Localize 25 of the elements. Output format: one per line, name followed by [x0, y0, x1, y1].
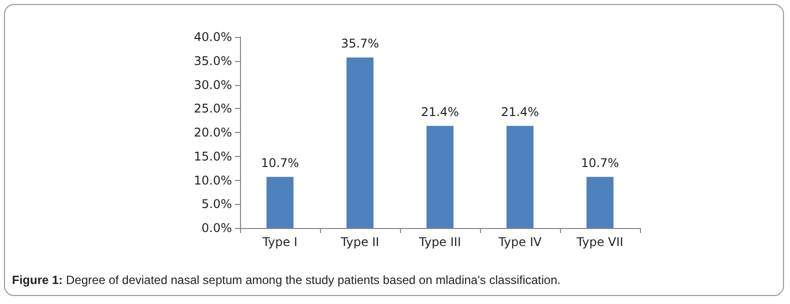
y-tick-label: 20.0% — [194, 126, 232, 140]
caption: Figure 1: Degree of deviated nasal septum among the study patients based on mladina's classification. — [12, 273, 561, 287]
y-tick-label: 40.0% — [194, 30, 232, 44]
bar — [506, 126, 534, 228]
data-label: 10.7% — [580, 156, 620, 170]
bar — [586, 176, 614, 228]
data-label: 35.7% — [340, 36, 380, 51]
y-tick-label: 0.0% — [202, 221, 232, 235]
data-label: 21.4% — [500, 104, 540, 119]
x-tick-label: Type III — [418, 235, 461, 249]
bar — [346, 58, 374, 228]
bar — [426, 126, 454, 228]
x-tick-label: Type IV — [497, 235, 542, 249]
x-tick-label: Type VII — [576, 235, 624, 249]
data-label: 10.7% — [260, 156, 300, 170]
x-tick-label: Type II — [340, 235, 380, 249]
x-tick-label: Type I — [262, 235, 298, 249]
y-tick-label: 15.0% — [194, 149, 232, 164]
y-tick-label: 35.0% — [194, 54, 232, 68]
y-tick-label: 10.0% — [194, 173, 232, 188]
y-tick-label: 5.0% — [202, 197, 232, 212]
y-tick-label: 25.0% — [194, 102, 232, 116]
data-label: 21.4% — [420, 104, 460, 119]
y-tick-label: 30.0% — [194, 78, 232, 92]
bar — [266, 176, 294, 228]
